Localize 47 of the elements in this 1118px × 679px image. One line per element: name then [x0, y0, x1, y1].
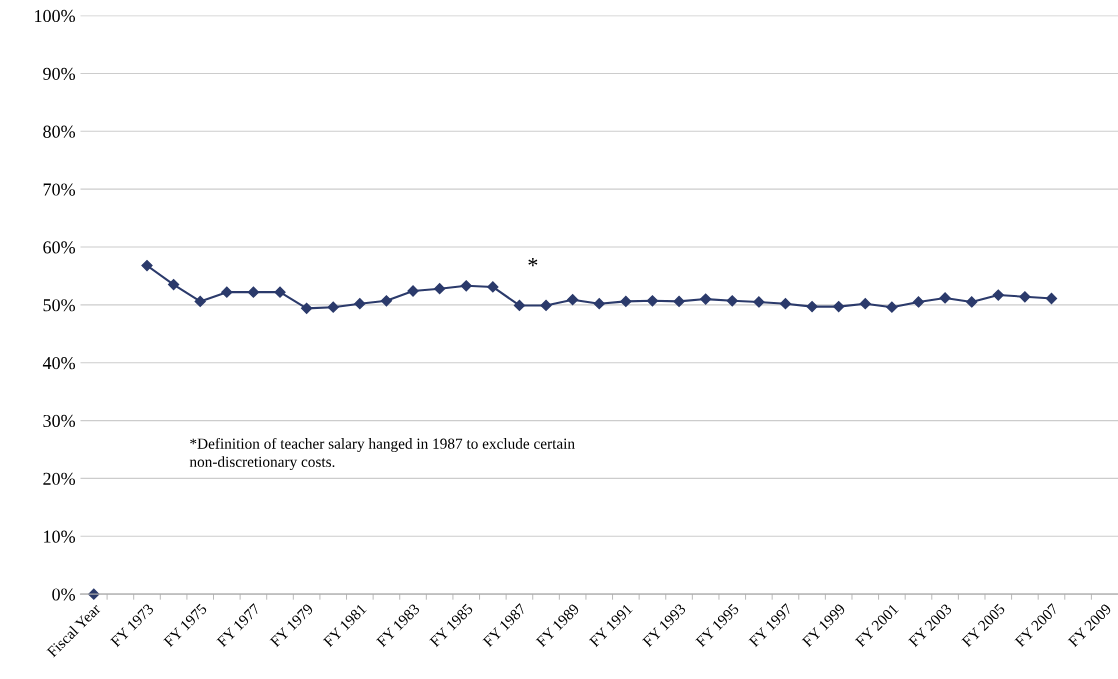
y-tick-label: 10%	[44, 530, 76, 543]
y-tick-label: 0%	[52, 588, 76, 601]
point	[833, 301, 845, 313]
annotation: *	[528, 258, 538, 267]
y-tick-label: 40%	[42, 356, 76, 370]
point	[753, 296, 765, 308]
y-tick-label: 30%	[43, 414, 76, 428]
point	[567, 294, 579, 306]
point	[939, 292, 951, 304]
y-tick-label: 50%	[43, 299, 76, 312]
point	[194, 295, 206, 308]
point	[487, 281, 499, 293]
point	[513, 299, 526, 312]
point	[1019, 291, 1031, 303]
point	[274, 286, 286, 298]
point	[726, 295, 738, 307]
point	[779, 298, 792, 310]
point	[354, 298, 366, 310]
point	[700, 293, 712, 305]
point	[540, 299, 552, 312]
point	[221, 286, 233, 298]
point	[460, 280, 472, 292]
y-tick-label: 90%	[43, 67, 76, 80]
annotation: *Definition of teacher salary hanged in 1987 to exclude certain non-discretionary costs.	[189, 437, 575, 471]
y-tick-label: 70%	[43, 183, 76, 196]
point	[168, 279, 180, 291]
y-tick-label: 80%	[43, 125, 76, 138]
point	[646, 295, 659, 307]
point	[992, 289, 1004, 301]
point	[434, 283, 446, 295]
point	[1045, 292, 1058, 305]
y-tick-label: 20%	[43, 472, 76, 485]
point	[859, 298, 871, 310]
point	[301, 302, 313, 314]
point	[141, 259, 153, 272]
point	[673, 295, 685, 308]
point	[912, 296, 925, 308]
point	[380, 295, 393, 307]
y-tick-label: 100%	[35, 9, 76, 23]
point	[327, 301, 339, 313]
point	[247, 286, 260, 298]
point	[886, 301, 898, 313]
point	[593, 298, 605, 310]
point	[806, 301, 818, 313]
point	[620, 295, 632, 308]
point	[966, 296, 978, 308]
y-tick-label: 60%	[43, 241, 76, 254]
